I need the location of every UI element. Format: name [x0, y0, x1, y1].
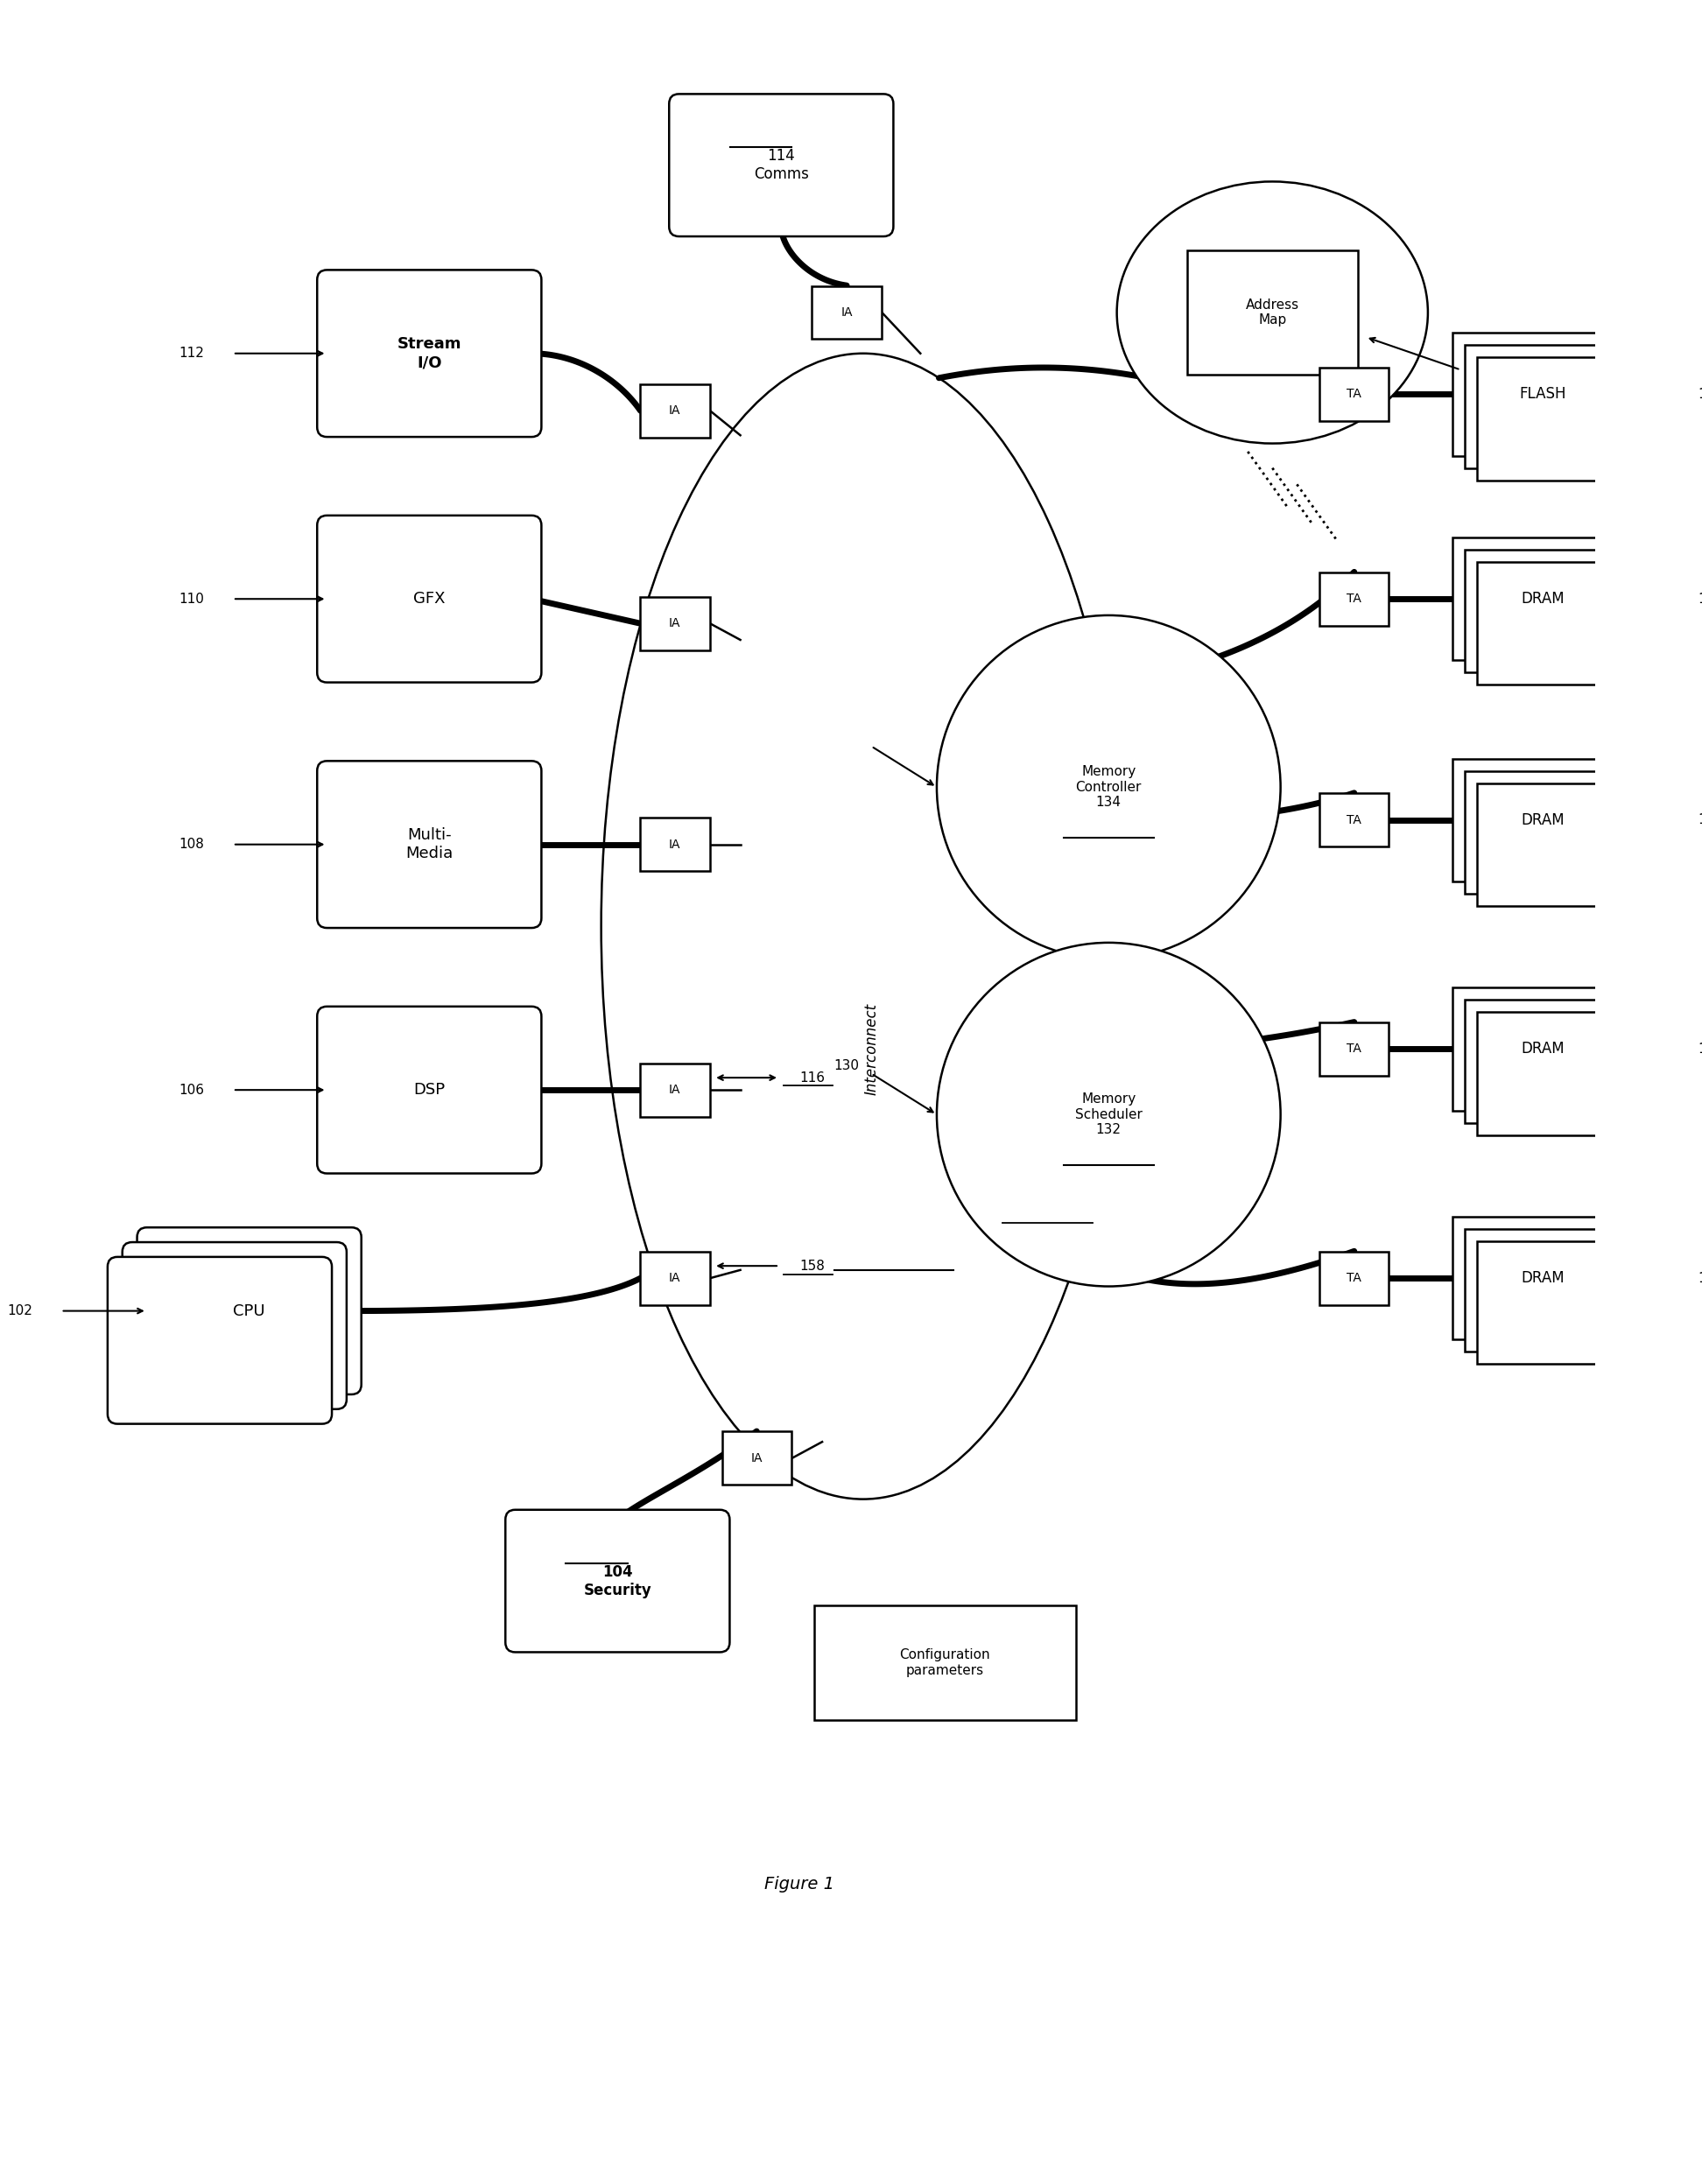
Text: IA: IA	[669, 618, 681, 629]
Bar	[640, 1064, 710, 1116]
Bar	[1319, 1022, 1389, 1077]
Bar	[1319, 367, 1389, 422]
Bar	[1186, 251, 1358, 376]
Bar	[722, 1433, 791, 1485]
Bar	[1452, 1216, 1632, 1339]
Text: TA: TA	[1346, 592, 1362, 605]
Text: Address
Map: Address Map	[1246, 299, 1299, 328]
Text: IA: IA	[751, 1452, 762, 1463]
Text: 130: 130	[834, 1059, 860, 1072]
Circle shape	[936, 943, 1280, 1286]
Text: 136: 136	[1472, 371, 1498, 384]
Text: IA: IA	[669, 839, 681, 850]
Text: CPU: CPU	[233, 1304, 266, 1319]
Bar	[1319, 793, 1389, 847]
Bar	[640, 596, 710, 651]
FancyBboxPatch shape	[317, 1007, 541, 1173]
Text: TA: TA	[1346, 1271, 1362, 1284]
Bar	[1477, 1241, 1658, 1365]
Bar	[1465, 1230, 1644, 1352]
FancyBboxPatch shape	[505, 1509, 730, 1651]
Bar	[640, 817, 710, 871]
Text: DRAM: DRAM	[1522, 1271, 1564, 1286]
Text: 128: 128	[1697, 389, 1702, 402]
Text: Configuration
parameters: Configuration parameters	[900, 1649, 991, 1677]
Text: 102: 102	[7, 1304, 32, 1317]
Text: 120: 120	[1697, 1271, 1702, 1284]
FancyBboxPatch shape	[317, 271, 541, 437]
Text: Interconnect: Interconnect	[863, 1002, 880, 1094]
Bar	[640, 1251, 710, 1304]
Text: IA: IA	[669, 404, 681, 417]
Text: IA: IA	[669, 1083, 681, 1096]
Ellipse shape	[601, 354, 1125, 1498]
Text: GFX: GFX	[414, 592, 446, 607]
Text: 114
Comms: 114 Comms	[754, 149, 808, 181]
Bar	[1465, 1000, 1644, 1123]
Bar	[814, 1605, 1076, 1721]
Text: DRAM: DRAM	[1522, 1042, 1564, 1057]
Bar	[1477, 784, 1658, 906]
Bar	[1465, 550, 1644, 673]
Text: 104
Security: 104 Security	[584, 1564, 652, 1599]
Text: DRAM: DRAM	[1522, 812, 1564, 828]
Text: 108: 108	[179, 839, 204, 852]
Bar	[1477, 561, 1658, 686]
Text: 112: 112	[179, 347, 204, 360]
Text: 110: 110	[179, 592, 204, 605]
Bar	[1477, 1011, 1658, 1136]
Bar	[1465, 771, 1644, 893]
Text: 106: 106	[179, 1083, 204, 1096]
Text: DRAM: DRAM	[1522, 592, 1564, 607]
Text: 158: 158	[800, 1260, 825, 1273]
Text: TA: TA	[1346, 389, 1362, 400]
Bar	[1452, 758, 1632, 882]
FancyBboxPatch shape	[123, 1243, 347, 1409]
Text: Figure 1: Figure 1	[764, 1876, 834, 1891]
Text: DSP: DSP	[414, 1081, 446, 1099]
Bar	[1452, 537, 1632, 660]
Text: FLASH: FLASH	[1520, 387, 1566, 402]
Bar	[1452, 332, 1632, 456]
Text: 124: 124	[1697, 812, 1702, 826]
Bar	[640, 384, 710, 437]
Text: 126: 126	[1697, 592, 1702, 605]
Text: IA: IA	[669, 1271, 681, 1284]
FancyBboxPatch shape	[138, 1227, 361, 1393]
Bar	[812, 286, 882, 339]
Text: TA: TA	[1346, 1044, 1362, 1055]
Text: 116: 116	[800, 1070, 825, 1083]
FancyBboxPatch shape	[107, 1258, 332, 1424]
Text: IA: IA	[841, 306, 853, 319]
Bar	[1319, 1251, 1389, 1304]
Bar	[1319, 572, 1389, 625]
FancyBboxPatch shape	[669, 94, 894, 236]
Text: Memory
Controller
134: Memory Controller 134	[1076, 764, 1142, 808]
Bar	[1465, 345, 1644, 467]
Bar	[1452, 987, 1632, 1109]
Text: Memory
Scheduler
132: Memory Scheduler 132	[1076, 1092, 1142, 1136]
Text: Stream
I/O: Stream I/O	[397, 336, 461, 371]
Text: TA: TA	[1346, 815, 1362, 826]
Ellipse shape	[1117, 181, 1428, 443]
FancyBboxPatch shape	[317, 515, 541, 681]
Text: 118: 118	[1030, 1206, 1055, 1219]
Text: 122: 122	[1697, 1042, 1702, 1055]
FancyBboxPatch shape	[317, 760, 541, 928]
Text: Multi-
Media: Multi- Media	[405, 828, 453, 860]
Bar	[1477, 358, 1658, 480]
Circle shape	[936, 616, 1280, 959]
